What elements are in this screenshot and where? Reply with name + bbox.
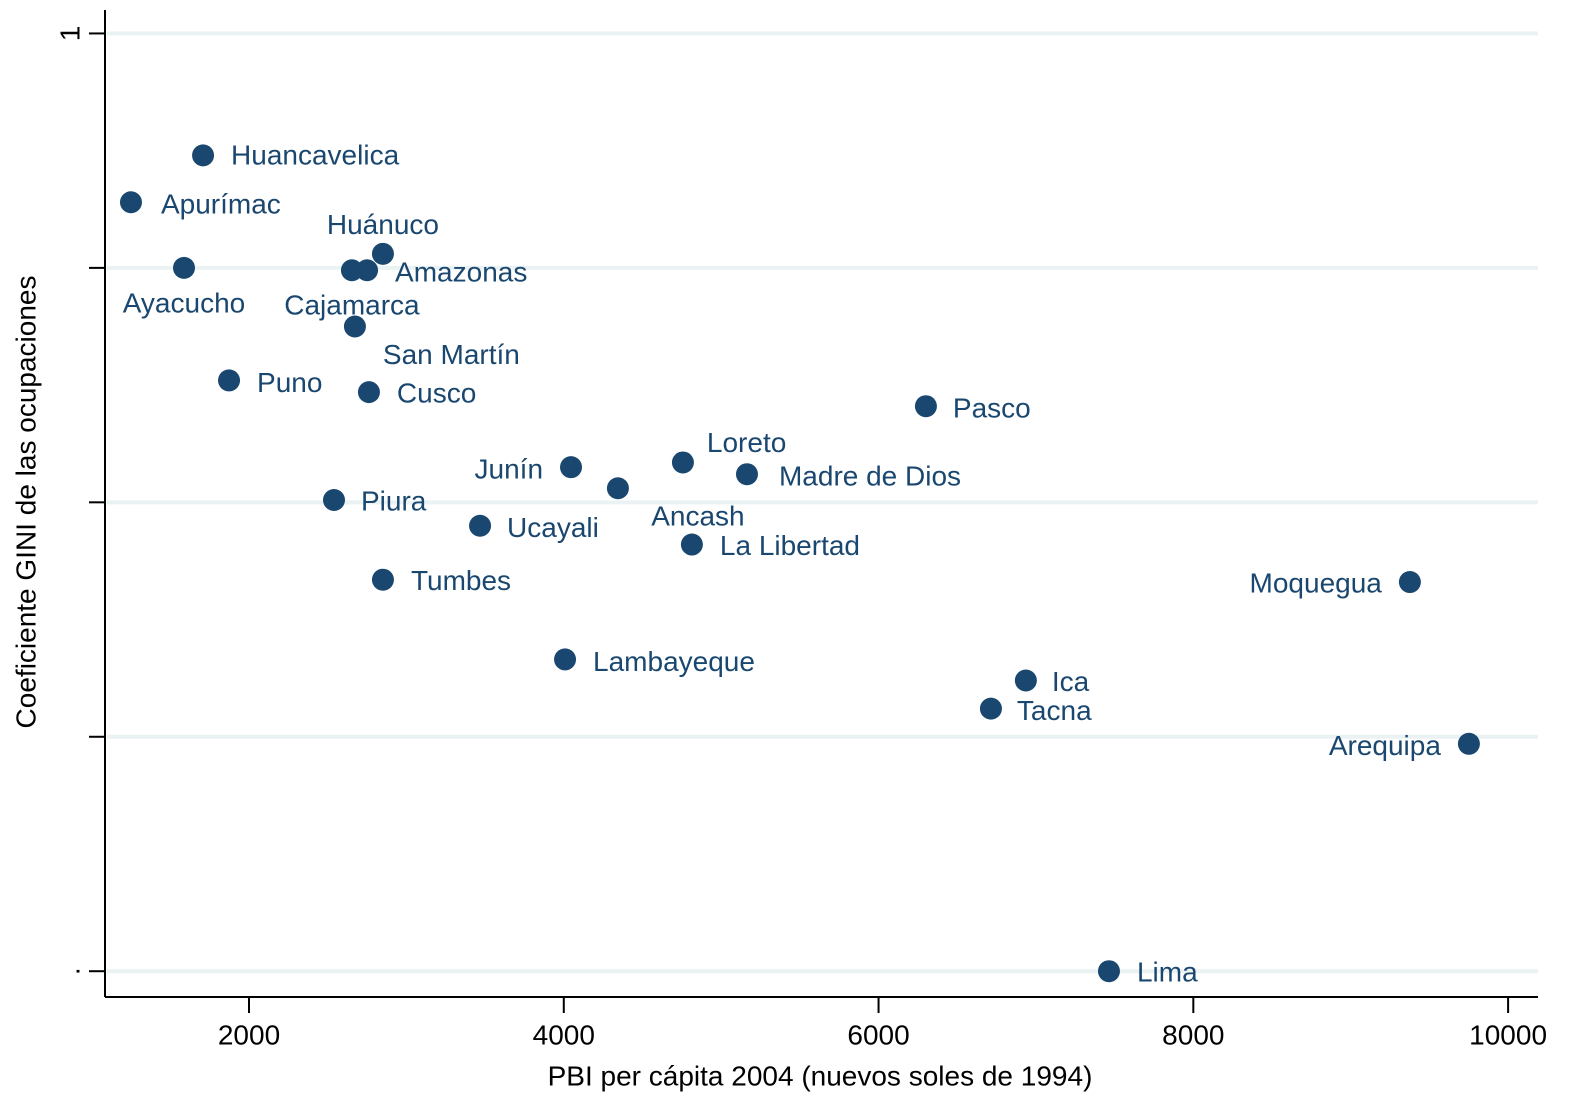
point bbox=[914, 395, 937, 418]
point-label: Huancavelica bbox=[231, 140, 400, 171]
point-label: Junín bbox=[475, 454, 544, 485]
point-label: Moquegua bbox=[1250, 567, 1383, 598]
point-label: Amazonas bbox=[395, 257, 527, 288]
point-label: Apurímac bbox=[161, 189, 281, 220]
point bbox=[322, 488, 345, 511]
point bbox=[979, 697, 1002, 720]
x-axis-label: PBI per cápita 2004 (nuevos soles de 199… bbox=[548, 1060, 1093, 1091]
y-tick-label: . bbox=[54, 967, 85, 975]
x-tick-label: 6000 bbox=[847, 1019, 909, 1050]
point-label: Ucayali bbox=[507, 512, 599, 543]
point bbox=[1457, 732, 1480, 755]
point bbox=[356, 259, 379, 282]
point bbox=[1398, 571, 1421, 594]
point bbox=[119, 191, 142, 214]
x-tick-label: 4000 bbox=[533, 1019, 595, 1050]
point-label: Tacna bbox=[1017, 695, 1092, 726]
point bbox=[218, 369, 241, 392]
point bbox=[343, 315, 366, 338]
point bbox=[606, 477, 629, 500]
point-label: Lima bbox=[1137, 957, 1198, 988]
point-label: Cajamarca bbox=[284, 290, 420, 321]
point-label: Loreto bbox=[707, 427, 786, 458]
point-label: Arequipa bbox=[1329, 730, 1442, 761]
point bbox=[340, 259, 363, 282]
point bbox=[671, 451, 694, 474]
point bbox=[560, 456, 583, 479]
point-label: Piura bbox=[361, 485, 427, 516]
point bbox=[173, 256, 196, 279]
point bbox=[1014, 669, 1037, 692]
point-label: Madre de Dios bbox=[779, 461, 961, 492]
point bbox=[469, 514, 492, 537]
point-label: Pasco bbox=[953, 393, 1031, 424]
point-label: La Libertad bbox=[720, 530, 860, 561]
point bbox=[371, 242, 394, 265]
x-tick-label: 8000 bbox=[1162, 1019, 1224, 1050]
point-label: Tumbes bbox=[411, 565, 511, 596]
point-label: Ayacucho bbox=[123, 287, 245, 318]
y-axis-label: Coeficiente GINI de las ocupaciones bbox=[10, 276, 41, 729]
x-tick-label: 10000 bbox=[1469, 1019, 1547, 1050]
point-label: Ancash bbox=[651, 501, 744, 532]
point bbox=[1097, 960, 1120, 983]
point bbox=[554, 648, 577, 671]
point bbox=[357, 381, 380, 404]
point bbox=[680, 533, 703, 556]
y-tick-label: 1 bbox=[54, 26, 85, 42]
point bbox=[371, 568, 394, 591]
x-tick-label: 2000 bbox=[218, 1019, 280, 1050]
point-label: Huánuco bbox=[327, 209, 439, 240]
point-label: Ica bbox=[1052, 666, 1090, 697]
point-label: Puno bbox=[257, 367, 322, 398]
point-label: Lambayeque bbox=[593, 646, 755, 677]
point-label: Cusco bbox=[397, 378, 476, 409]
point-label: San Martín bbox=[383, 339, 520, 370]
point bbox=[192, 144, 215, 167]
point bbox=[735, 463, 758, 486]
